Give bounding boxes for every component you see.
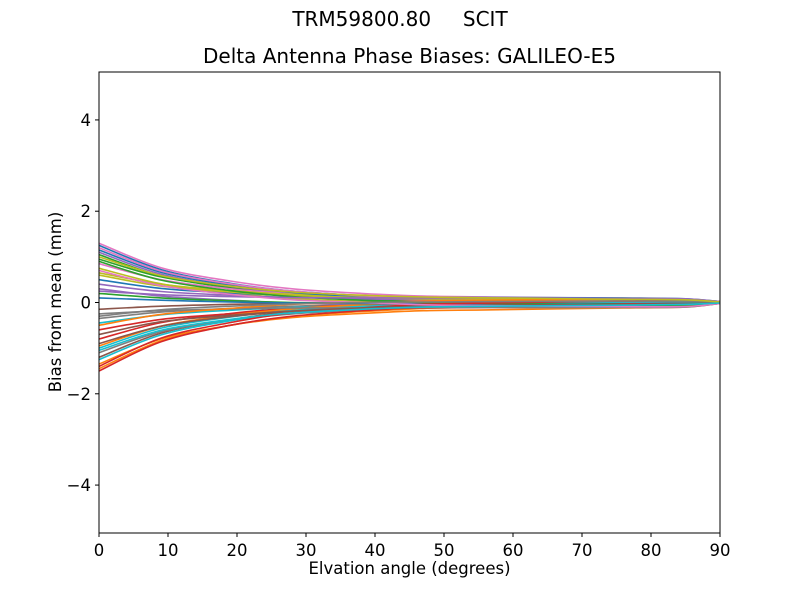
- series-line-line-40: [98, 302, 721, 352]
- series-line-line-39: [98, 256, 721, 303]
- y-tick-label: 4: [81, 111, 92, 130]
- x-tick-label: 70: [572, 541, 593, 560]
- x-tick-label: 50: [434, 541, 455, 560]
- y-tick-label: 2: [81, 202, 92, 221]
- x-tick-label: 90: [710, 541, 731, 560]
- series-line-line-35: [98, 290, 721, 303]
- x-tick-label: 80: [641, 541, 662, 560]
- series-line-line-36: [98, 302, 721, 345]
- x-tick-label: 30: [296, 541, 317, 560]
- x-axis-label: Elvation angle (degrees): [308, 559, 511, 578]
- x-tick-label: 60: [503, 541, 524, 560]
- y-tick-label: 0: [81, 294, 92, 313]
- figure-title: TRM59800.80 SCIT: [292, 7, 508, 31]
- x-tick-label: 0: [94, 541, 105, 560]
- axes-title: Delta Antenna Phase Biases: GALILEO-E5: [203, 44, 616, 68]
- x-tick-label: 20: [227, 541, 248, 560]
- series-line-line-38: [98, 300, 721, 317]
- x-tick-label: 10: [158, 541, 179, 560]
- y-tick-label: −4: [67, 476, 91, 495]
- y-axis-label: Bias from mean (mm): [46, 211, 65, 393]
- x-tick-label: 40: [365, 541, 386, 560]
- series-line-line-37: [98, 269, 721, 308]
- y-tick-label: −2: [67, 385, 91, 404]
